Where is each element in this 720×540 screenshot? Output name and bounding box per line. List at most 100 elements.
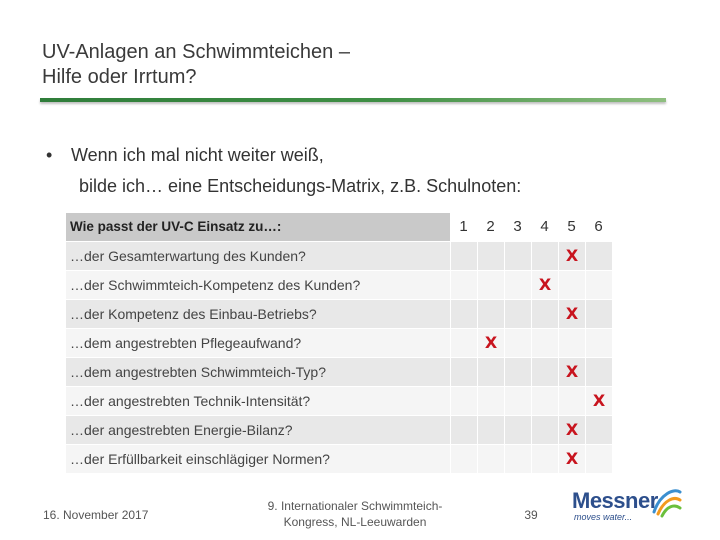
bullet-text-line-1: Wenn ich mal nicht weiter weiß, xyxy=(71,145,324,165)
grade-header-2: 2 xyxy=(477,213,504,241)
grade-cell-6 xyxy=(585,416,612,444)
grade-header-1: 1 xyxy=(450,213,477,241)
matrix-row-label: …dem angestrebten Pflegeaufwand? xyxy=(70,335,302,351)
matrix-row: …der angestrebten Energie-Bilanz? X xyxy=(66,416,626,444)
grade-cell-3 xyxy=(504,358,531,386)
grade-cell-4 xyxy=(531,416,558,444)
matrix-row: …der Erfüllbarkeit einschlägiger Normen?… xyxy=(66,445,626,473)
matrix-row-label: …dem angestrebten Schwimmteich-Typ? xyxy=(70,364,326,380)
messner-logo: Messner moves water... xyxy=(570,486,690,526)
grade-cell-6 xyxy=(585,271,612,299)
bullet-text-line-2: bilde ich… eine Entscheidungs-Matrix, z.… xyxy=(79,176,522,196)
grade-cell-2 xyxy=(477,416,504,444)
grade-cell-5 xyxy=(558,387,585,415)
grade-cell-4 xyxy=(531,329,558,357)
matrix-header-row: Wie passt der UV-C Einsatz zu…: 1 2 3 4 … xyxy=(66,213,626,241)
grade-cell-2 xyxy=(477,242,504,270)
matrix-row-background xyxy=(66,416,450,444)
footer-event-line-2: Kongress, NL-Leeuwarden xyxy=(283,515,427,529)
grade-mark: X xyxy=(538,275,552,294)
grade-cell-5: X xyxy=(558,242,585,270)
matrix-row-background xyxy=(66,445,450,473)
grade-cell-6 xyxy=(585,358,612,386)
footer-event-line-1: 9. Internationaler Schwimmteich- xyxy=(267,499,443,513)
matrix-row: …der Gesamterwartung des Kunden? X xyxy=(66,242,626,270)
logo-swirl-icon xyxy=(652,489,682,518)
grade-cell-2: X xyxy=(477,329,504,357)
grade-mark: X xyxy=(592,391,606,410)
grade-cell-3 xyxy=(504,300,531,328)
matrix-row: …der angestrebten Technik-Intensität? X xyxy=(66,387,626,415)
slide-title: UV-Anlagen an Schwimmteichen – Hilfe ode… xyxy=(42,40,662,90)
grade-cell-1 xyxy=(450,358,477,386)
matrix-row-label: …der angestrebten Energie-Bilanz? xyxy=(70,422,293,438)
grade-cell-2 xyxy=(477,300,504,328)
matrix-header-label: Wie passt der UV-C Einsatz zu…: xyxy=(70,219,282,234)
matrix-row-background xyxy=(66,300,450,328)
grade-header-3: 3 xyxy=(504,213,531,241)
grade-cell-5: X xyxy=(558,416,585,444)
grade-mark: X xyxy=(565,420,579,439)
bullet-dot-icon: • xyxy=(46,145,53,165)
grade-cell-5: X xyxy=(558,445,585,473)
grade-cell-6 xyxy=(585,300,612,328)
grade-cell-4 xyxy=(531,387,558,415)
matrix-row: …dem angestrebten Pflegeaufwand? X xyxy=(66,329,626,357)
grade-header-6: 6 xyxy=(585,213,612,241)
grade-cell-4 xyxy=(531,242,558,270)
grade-cell-4 xyxy=(531,445,558,473)
grade-cell-5 xyxy=(558,271,585,299)
grade-cell-5: X xyxy=(558,358,585,386)
grade-mark: X xyxy=(484,333,498,352)
grade-cell-3 xyxy=(504,416,531,444)
footer-event: 9. Internationaler Schwimmteich- Kongres… xyxy=(255,498,455,530)
matrix-row-label: …der Schwimmteich-Kompetenz des Kunden? xyxy=(70,277,361,293)
grade-cell-4: X xyxy=(531,271,558,299)
grade-cell-1 xyxy=(450,387,477,415)
matrix-row-background xyxy=(66,387,450,415)
grade-cell-6 xyxy=(585,242,612,270)
grade-mark: X xyxy=(565,304,579,323)
grade-cell-1 xyxy=(450,416,477,444)
grade-cell-5: X xyxy=(558,300,585,328)
matrix-row-label: …der angestrebten Technik-Intensität? xyxy=(70,393,311,409)
grade-header-5: 5 xyxy=(558,213,585,241)
grade-cell-6: X xyxy=(585,387,612,415)
slide-title-line-1: UV-Anlagen an Schwimmteichen – xyxy=(42,41,350,63)
matrix-row-label: …der Erfüllbarkeit einschlägiger Normen? xyxy=(70,451,330,467)
grade-cell-4 xyxy=(531,358,558,386)
grade-cell-3 xyxy=(504,329,531,357)
grade-mark: X xyxy=(565,362,579,381)
page-number: 39 xyxy=(524,508,538,522)
matrix-row: …der Schwimmteich-Kompetenz des Kunden? X xyxy=(66,271,626,299)
grade-cell-3 xyxy=(504,387,531,415)
grade-cell-6 xyxy=(585,329,612,357)
grade-mark: X xyxy=(565,449,579,468)
matrix-header-background xyxy=(66,213,450,241)
logo-tagline: moves water... xyxy=(574,512,633,522)
grade-cell-3 xyxy=(504,271,531,299)
grade-header-4: 4 xyxy=(531,213,558,241)
grade-cell-3 xyxy=(504,242,531,270)
grade-cell-2 xyxy=(477,358,504,386)
grade-cell-6 xyxy=(585,445,612,473)
matrix-row-label: …der Gesamterwartung des Kunden? xyxy=(70,248,306,264)
grade-cell-2 xyxy=(477,445,504,473)
grade-cell-2 xyxy=(477,387,504,415)
grade-cell-2 xyxy=(477,271,504,299)
matrix-row-background xyxy=(66,329,450,357)
title-underline xyxy=(40,98,666,102)
matrix-row: …dem angestrebten Schwimmteich-Typ? X xyxy=(66,358,626,386)
grade-cell-1 xyxy=(450,329,477,357)
matrix-row-background xyxy=(66,242,450,270)
footer-date: 16. November 2017 xyxy=(43,508,149,522)
grade-cell-1 xyxy=(450,300,477,328)
grade-cell-5 xyxy=(558,329,585,357)
grade-cell-4 xyxy=(531,300,558,328)
grade-cell-1 xyxy=(450,242,477,270)
matrix-row-label: …der Kompetenz des Einbau-Betriebs? xyxy=(70,306,317,322)
matrix-row-background xyxy=(66,358,450,386)
logo-name: Messner xyxy=(572,488,658,513)
matrix-row-background xyxy=(66,271,450,299)
slide-title-line-2: Hilfe oder Irrtum? xyxy=(42,66,197,88)
